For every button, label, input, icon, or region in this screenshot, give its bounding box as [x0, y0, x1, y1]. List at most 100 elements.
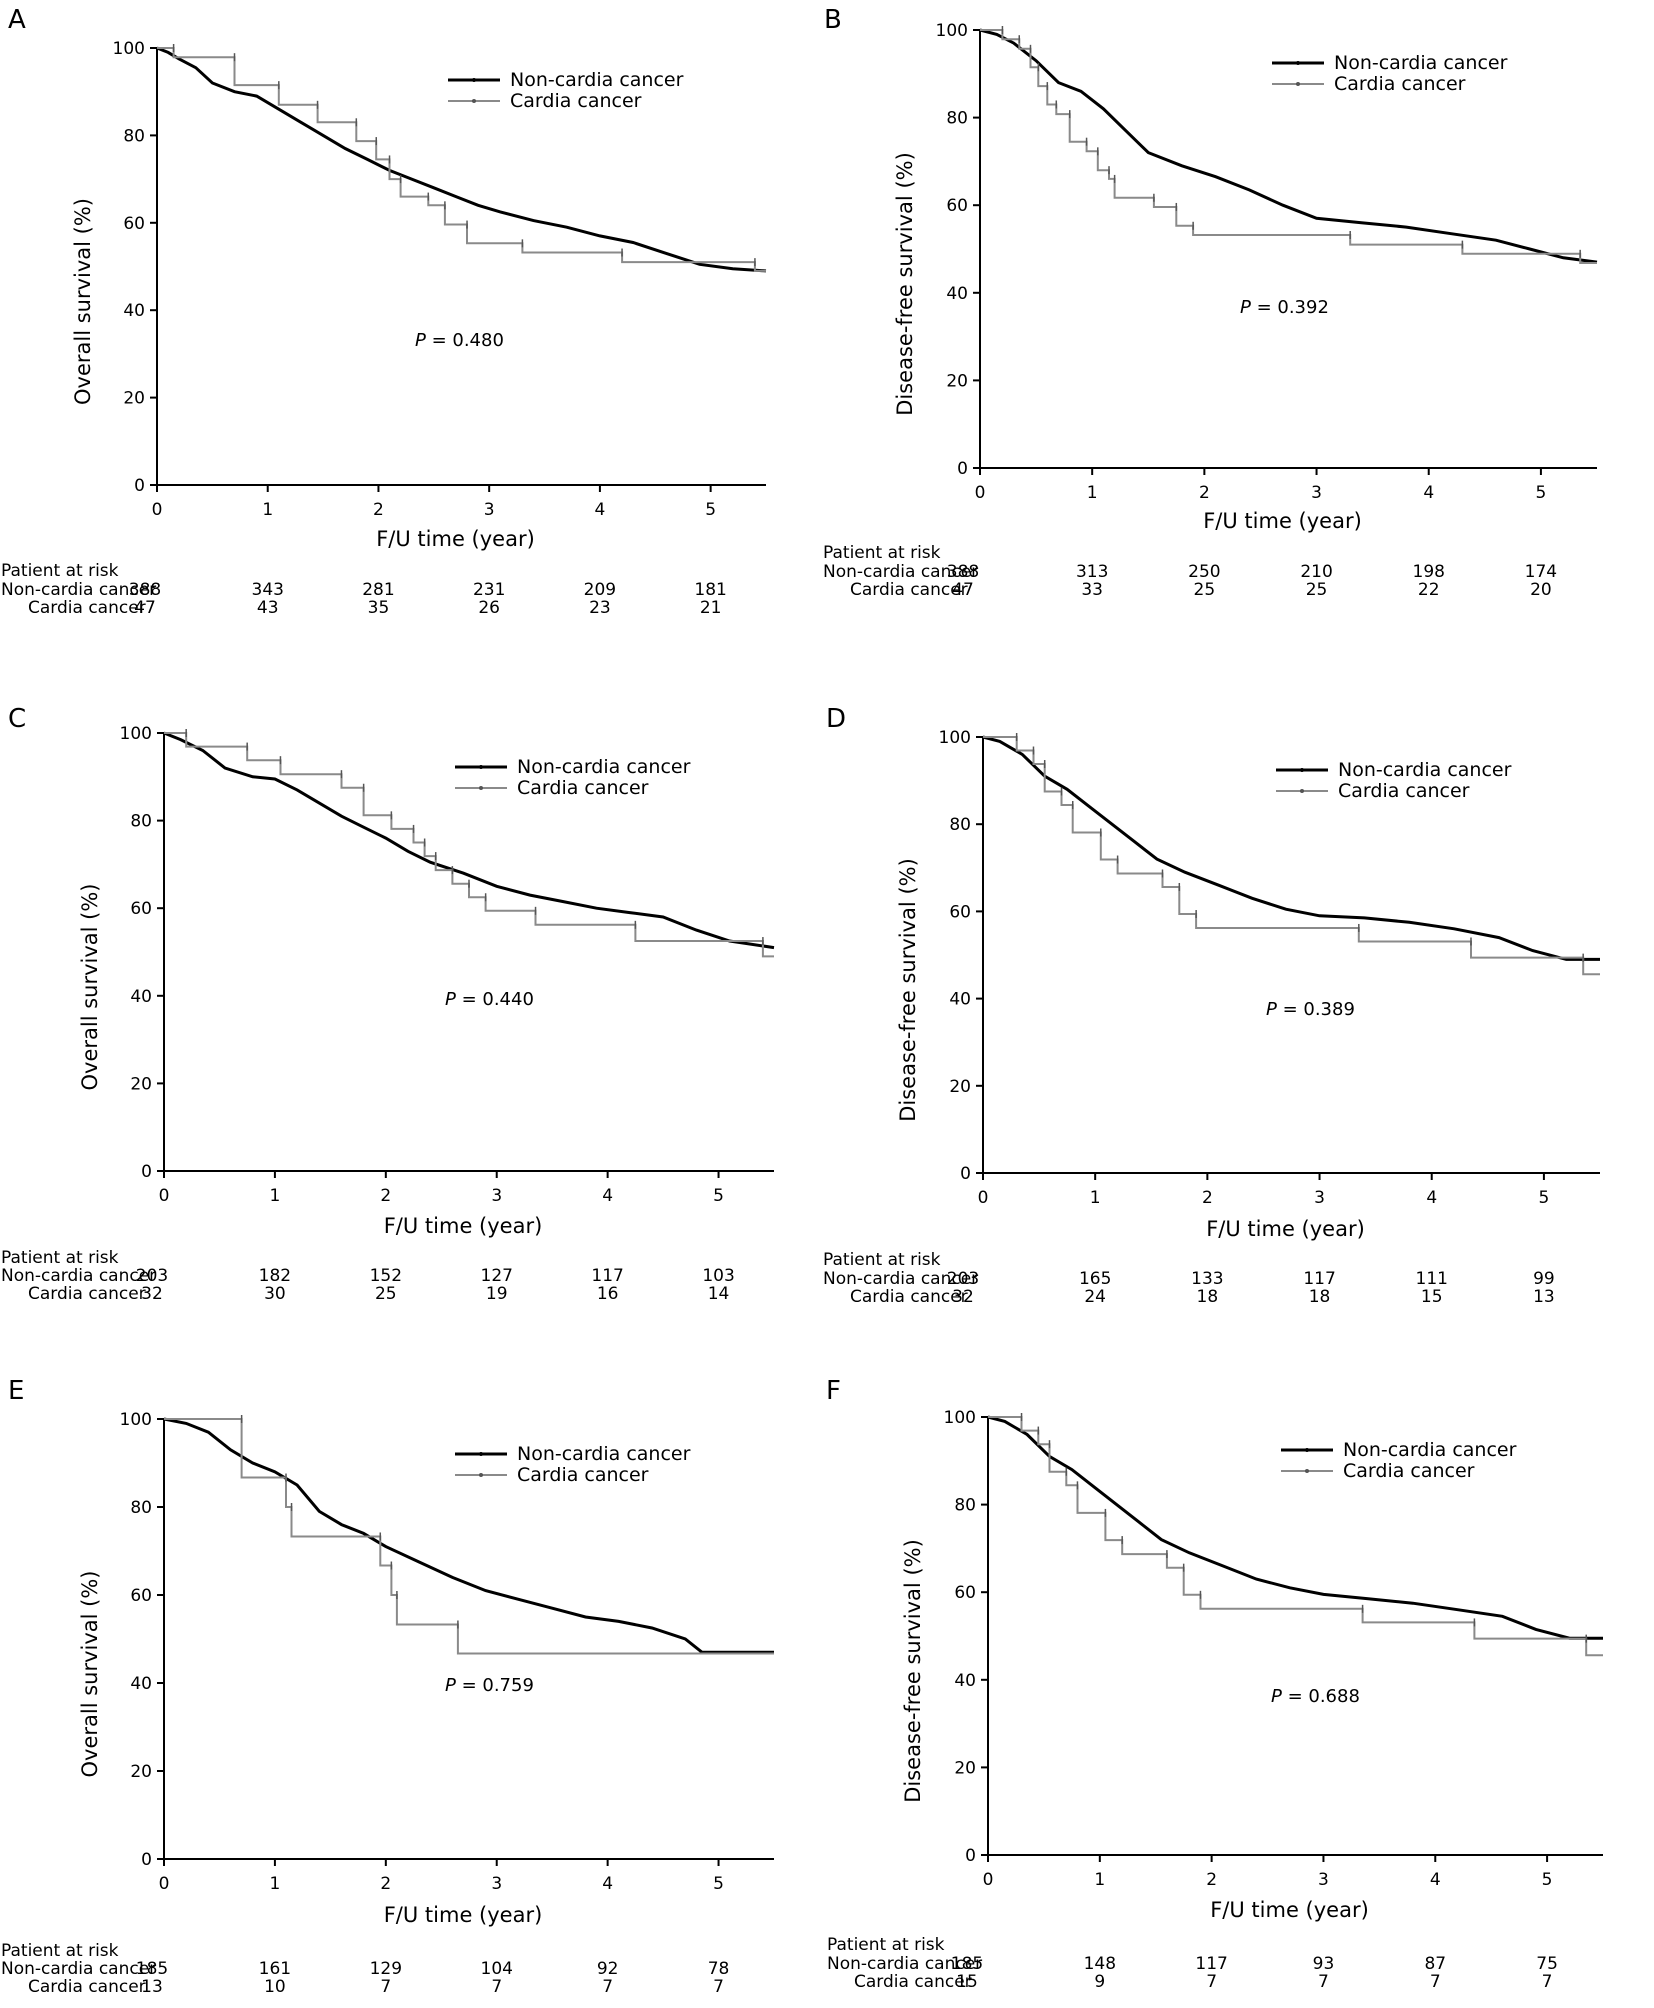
at-risk-count: 103 — [702, 1266, 734, 1286]
x-tick-label: 1 — [269, 1186, 280, 1206]
non-cardia-curve — [163, 731, 775, 950]
x-tick-label: 2 — [1199, 483, 1210, 503]
at-risk-count: 210 — [1300, 562, 1332, 582]
at-risk-count: 117 — [1303, 1269, 1335, 1289]
p-value-symbol: P — [1271, 1686, 1282, 1707]
p-value-text: = 0.759 — [456, 1675, 534, 1696]
at-risk-count: 25 — [375, 1284, 397, 1304]
at-risk-count: 7 — [1318, 1972, 1329, 1992]
at-risk-row-label: Non-cardia cancer — [1, 1959, 156, 1979]
at-risk-count: 111 — [1416, 1269, 1448, 1289]
at-risk-row-label: Cardia cancer — [850, 580, 968, 600]
at-risk-count: 7 — [1206, 1972, 1217, 1992]
x-tick-label: 2 — [1202, 1188, 1213, 1208]
x-axis-label: F/U time (year) — [376, 527, 535, 551]
x-tick-label: 0 — [978, 1188, 989, 1208]
legend-label-non-cardia: Non-cardia cancer — [1338, 759, 1512, 781]
at-risk-count: 23 — [589, 598, 611, 618]
p-value: P = 0.688 — [1271, 1686, 1360, 1707]
at-risk-row-label: Non-cardia cancer — [1, 1266, 156, 1286]
y-tick-label: 40 — [130, 1674, 152, 1694]
at-risk-count: 133 — [1191, 1269, 1223, 1289]
y-tick-label: 100 — [944, 1408, 976, 1428]
p-value: P = 0.389 — [1266, 999, 1355, 1020]
y-tick-label: 20 — [123, 389, 145, 409]
at-risk-count: 161 — [259, 1959, 291, 1979]
legend-marker-cardia — [1300, 789, 1304, 793]
cardia-curve — [157, 47, 766, 272]
km-panel-e: E 0 20 40 60 80 100 0 1 2 3 4 5 F/U time (year) Overal… — [1, 1376, 774, 1997]
km-panel-c: C 0 20 40 60 80 100 0 1 2 3 4 5 F/U time (year) Overal… — [1, 704, 775, 1304]
at-risk-count: 32 — [141, 1284, 163, 1304]
at-risk-title: Patient at risk — [1, 1248, 119, 1268]
at-risk-row-label: Cardia cancer — [854, 1972, 972, 1992]
y-tick-label: 80 — [949, 815, 971, 835]
at-risk-count: 203 — [947, 1269, 979, 1289]
at-risk-count: 313 — [1076, 562, 1108, 582]
at-risk-count: 7 — [491, 1977, 502, 1997]
non-cardia-curve — [982, 735, 1600, 961]
at-risk-count: 13 — [1533, 1287, 1555, 1307]
legend-label-cardia: Cardia cancer — [510, 90, 642, 112]
y-tick-label: 20 — [946, 371, 968, 391]
y-tick-label: 40 — [954, 1671, 976, 1691]
at-risk-row-label: Non-cardia cancer — [827, 1954, 982, 1974]
panel-label: B — [824, 5, 842, 35]
at-risk-count: 250 — [1188, 562, 1220, 582]
y-tick-label: 100 — [120, 724, 152, 744]
panel-label: F — [826, 1376, 841, 1406]
legend-label-cardia: Cardia cancer — [517, 777, 649, 799]
legend-marker-cardia — [479, 1473, 483, 1477]
at-risk-title: Patient at risk — [1, 1941, 119, 1961]
x-tick-label: 4 — [594, 500, 605, 520]
y-tick-label: 100 — [936, 21, 968, 41]
y-tick-label: 60 — [949, 902, 971, 922]
x-tick-label: 3 — [1314, 1188, 1325, 1208]
at-risk-count: 185 — [951, 1954, 983, 1974]
at-risk-row-label: Cardia cancer — [28, 598, 146, 618]
legend-label-cardia: Cardia cancer — [1338, 780, 1470, 802]
x-axis-label: F/U time (year) — [384, 1214, 543, 1238]
x-tick-label: 3 — [491, 1186, 502, 1206]
at-risk-row-label: Non-cardia cancer — [823, 1269, 978, 1289]
x-tick-label: 5 — [713, 1186, 724, 1206]
p-value-symbol: P — [445, 989, 456, 1010]
y-tick-label: 0 — [141, 1162, 152, 1182]
at-risk-count: 231 — [473, 580, 505, 600]
at-risk-count: 182 — [259, 1266, 291, 1286]
x-tick-label: 4 — [1430, 1870, 1441, 1890]
at-risk-row-label: Cardia cancer — [850, 1287, 968, 1307]
non-cardia-curve — [156, 46, 767, 273]
at-risk-row-label: Cardia cancer — [28, 1977, 146, 1997]
x-tick-label: 5 — [1535, 483, 1546, 503]
x-tick-label: 1 — [269, 1874, 280, 1894]
y-tick-label: 80 — [123, 126, 145, 146]
km-panel-f: F 0 20 40 60 80 100 0 1 2 3 4 5 F/U time (year) Diseas… — [826, 1376, 1603, 1992]
p-value-symbol: P — [415, 330, 426, 351]
y-tick-label: 60 — [130, 1586, 152, 1606]
p-value-text: = 0.480 — [426, 330, 504, 351]
at-risk-count: 7 — [380, 1977, 391, 1997]
legend-label-cardia: Cardia cancer — [1334, 73, 1466, 95]
at-risk-count: 75 — [1536, 1954, 1558, 1974]
y-tick-label: 100 — [113, 39, 145, 59]
x-tick-label: 1 — [262, 500, 273, 520]
panel-label: E — [8, 1376, 24, 1406]
x-tick-label: 4 — [602, 1874, 613, 1894]
at-risk-count: 16 — [597, 1284, 619, 1304]
at-risk-count: 14 — [708, 1284, 730, 1304]
legend-marker-non-cardia — [1305, 1448, 1309, 1452]
legend-marker-cardia — [472, 99, 476, 103]
at-risk-count: 18 — [1309, 1287, 1331, 1307]
x-tick-label: 1 — [1090, 1188, 1101, 1208]
x-tick-label: 4 — [602, 1186, 613, 1206]
x-tick-label: 3 — [1311, 483, 1322, 503]
p-value-symbol: P — [445, 1675, 456, 1696]
